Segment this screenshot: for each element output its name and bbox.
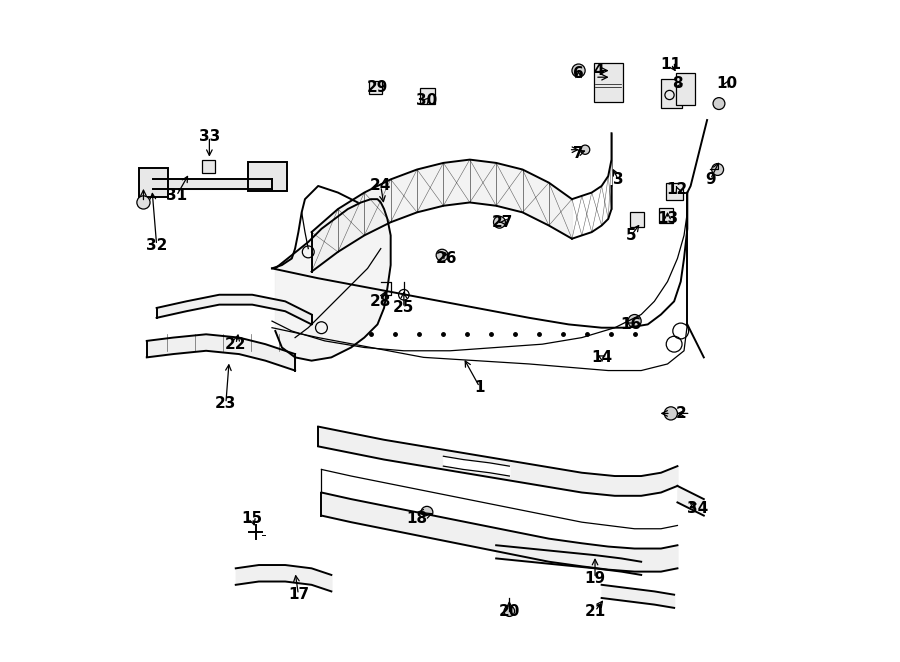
Text: 5: 5 — [626, 228, 636, 243]
Text: 25: 25 — [393, 301, 415, 315]
FancyBboxPatch shape — [202, 160, 215, 173]
Text: 26: 26 — [436, 251, 457, 266]
Circle shape — [504, 606, 515, 616]
Text: 14: 14 — [591, 350, 612, 365]
FancyBboxPatch shape — [659, 209, 673, 223]
Text: 28: 28 — [370, 294, 392, 309]
Text: 21: 21 — [584, 604, 606, 619]
Text: 29: 29 — [367, 79, 388, 95]
Circle shape — [137, 196, 150, 209]
FancyBboxPatch shape — [661, 79, 682, 108]
Text: 10: 10 — [716, 76, 737, 91]
Text: 11: 11 — [661, 56, 681, 71]
Text: 30: 30 — [417, 93, 437, 108]
Circle shape — [421, 506, 433, 518]
Text: 32: 32 — [146, 238, 167, 253]
Circle shape — [713, 97, 725, 109]
Text: 31: 31 — [166, 189, 187, 203]
Text: 34: 34 — [687, 502, 707, 516]
FancyBboxPatch shape — [248, 162, 286, 191]
Text: 24: 24 — [370, 179, 392, 193]
Circle shape — [628, 314, 641, 328]
Text: 16: 16 — [621, 317, 642, 332]
Text: 2: 2 — [675, 406, 686, 421]
Text: 8: 8 — [672, 76, 683, 91]
FancyBboxPatch shape — [666, 183, 683, 201]
Text: 7: 7 — [573, 146, 584, 160]
Text: 23: 23 — [215, 396, 237, 411]
Text: 1: 1 — [474, 379, 485, 395]
Text: 15: 15 — [242, 511, 263, 526]
Text: 19: 19 — [584, 571, 606, 586]
Text: 4: 4 — [593, 63, 604, 78]
Text: 20: 20 — [499, 604, 520, 619]
FancyBboxPatch shape — [139, 168, 168, 197]
Text: 12: 12 — [667, 182, 688, 197]
Polygon shape — [275, 199, 391, 361]
Text: 13: 13 — [657, 211, 678, 226]
Circle shape — [712, 164, 724, 175]
FancyBboxPatch shape — [369, 81, 382, 95]
Text: 33: 33 — [199, 129, 220, 144]
Text: 9: 9 — [705, 172, 716, 187]
Circle shape — [580, 145, 590, 154]
Text: 27: 27 — [492, 214, 513, 230]
Circle shape — [572, 64, 585, 77]
FancyBboxPatch shape — [419, 89, 436, 104]
Circle shape — [493, 216, 506, 228]
Circle shape — [613, 72, 624, 83]
Circle shape — [436, 250, 448, 261]
Text: 17: 17 — [288, 587, 309, 602]
Text: 22: 22 — [225, 337, 247, 352]
Text: 18: 18 — [407, 511, 428, 526]
FancyBboxPatch shape — [630, 213, 644, 227]
Text: 6: 6 — [573, 66, 584, 81]
Text: 3: 3 — [613, 172, 624, 187]
FancyBboxPatch shape — [594, 63, 623, 101]
FancyBboxPatch shape — [676, 73, 695, 105]
Circle shape — [664, 407, 678, 420]
